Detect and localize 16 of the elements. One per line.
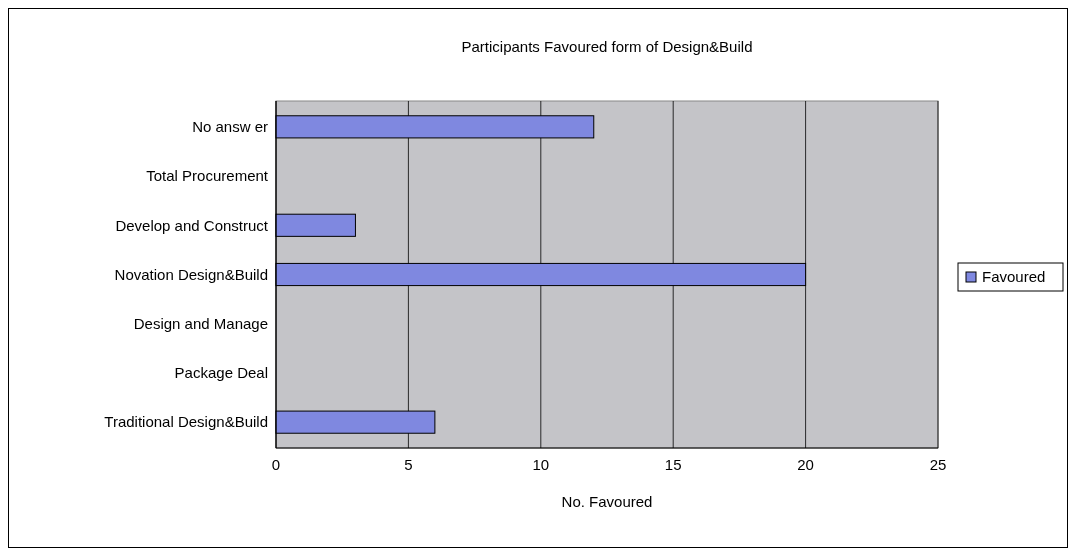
chart-title: Participants Favoured form of Design&Build [461, 38, 753, 55]
y-tick-label: Package Deal [174, 364, 268, 382]
y-tick-label: No answ er [192, 118, 268, 136]
legend-label: Favoured [982, 268, 1046, 286]
x-tick-label: 5 [404, 456, 413, 473]
x-axis-title: No. Favoured [561, 493, 653, 510]
y-tick-label: Design and Manage [133, 314, 268, 332]
x-tick-label: 0 [271, 456, 281, 473]
x-tick-label: 25 [929, 456, 947, 473]
y-tick-label: Develop and Construct [115, 216, 269, 234]
y-tick-label: Traditional Design&Build [104, 413, 268, 431]
y-tick-label: Novation Design&Build [114, 265, 268, 283]
x-tick-label: 15 [664, 456, 682, 473]
x-tick-label: 10 [532, 456, 550, 473]
y-tick-label: Total Procurement [146, 167, 269, 185]
x-tick-label: 20 [797, 456, 814, 473]
